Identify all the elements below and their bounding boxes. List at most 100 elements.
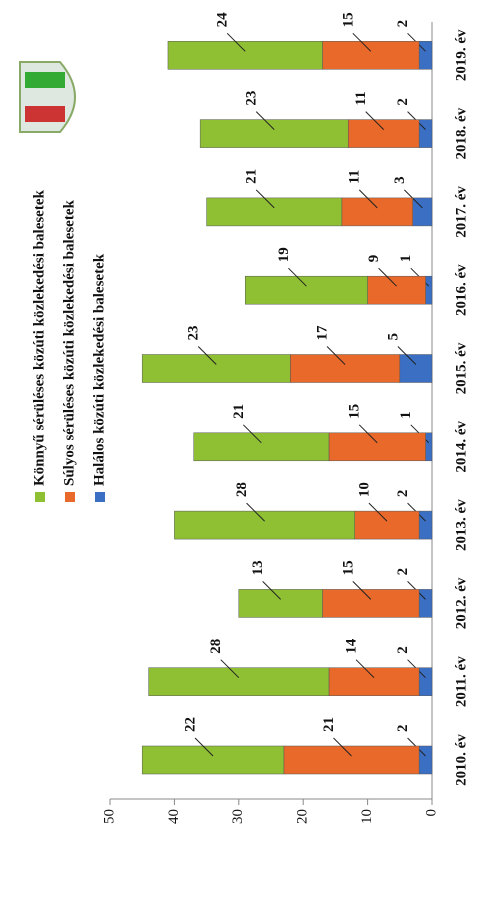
data-label: 22: [182, 717, 198, 732]
bar-segment: [283, 745, 420, 775]
leader-line: [365, 111, 385, 130]
x-tick-label: 2018. év: [453, 107, 469, 159]
x-tick-label: 2013. év: [453, 499, 469, 551]
leader-line: [220, 659, 240, 679]
leader-line: [352, 32, 372, 52]
data-label: 28: [234, 482, 250, 497]
data-label: 28: [208, 639, 224, 654]
data-label: 23: [186, 326, 202, 341]
data-label: 5: [385, 333, 401, 341]
legend-label: Könnyű sérüléses közúti közlekedési bale…: [31, 190, 47, 486]
bar-segment: [167, 41, 323, 70]
data-label: 24: [215, 12, 231, 28]
leader-line: [403, 189, 423, 209]
data-label: 17: [314, 325, 330, 341]
leader-line: [242, 424, 262, 444]
leader-line: [355, 659, 375, 679]
bar-segment: [328, 432, 426, 462]
bar-segment: [322, 589, 420, 618]
bar-segment: [244, 275, 368, 305]
data-label: 14: [343, 638, 359, 654]
x-tick-label: 2012. év: [453, 577, 469, 629]
data-label: 15: [347, 404, 363, 419]
data-label: 21: [244, 169, 260, 184]
x-tick-label: 2010. év: [453, 734, 469, 786]
bar-segment: [148, 667, 330, 696]
legend-swatch: [65, 492, 75, 502]
y-tick-label: 20: [295, 809, 311, 824]
legend-label: Halálos közúti közlekedési balesetek: [91, 253, 107, 486]
data-label: 15: [340, 12, 356, 27]
bar-segment: [341, 197, 413, 227]
data-label: 19: [276, 247, 292, 262]
bar-segment: [418, 119, 433, 148]
x-tick-label: 2011. év: [453, 656, 469, 707]
leader-line: [352, 581, 372, 600]
leader-line: [368, 502, 388, 522]
y-tick-label: 0: [423, 809, 439, 817]
legend-swatch: [35, 492, 45, 502]
bar-segment: [418, 745, 433, 775]
bar-segment: [425, 432, 433, 462]
data-label: 23: [244, 91, 260, 106]
data-label: 2: [395, 490, 411, 498]
x-tick-label: 2014. év: [453, 420, 469, 472]
bar-segment: [418, 667, 433, 696]
leader-line: [326, 346, 346, 365]
bar-segment: [174, 510, 355, 540]
logo: [19, 61, 76, 133]
bar-segment: [141, 354, 291, 383]
leader-line: [358, 424, 378, 444]
bar-segment: [348, 119, 420, 148]
x-tick-label: 2015. év: [453, 342, 469, 394]
y-tick-label: 10: [359, 809, 375, 824]
leader-line: [255, 189, 275, 209]
x-tick-label: 2017. év: [453, 186, 469, 238]
leader-line: [288, 267, 307, 287]
leader-line: [194, 737, 214, 757]
leader-line: [255, 111, 275, 130]
leader-line: [226, 32, 246, 52]
bar-segment: [141, 745, 285, 775]
bar-segment: [328, 667, 420, 696]
bar-segment: [238, 589, 323, 618]
leader-line: [197, 346, 217, 365]
bar-segment: [193, 432, 330, 462]
x-tick-label: 2019. év: [453, 29, 469, 81]
data-label: 15: [340, 560, 356, 575]
data-label: 2: [395, 20, 411, 28]
bar-segment: [418, 589, 433, 618]
bar-segment: [418, 41, 433, 70]
data-label: 2: [395, 98, 411, 106]
data-label: 11: [347, 170, 363, 184]
data-label: 1: [398, 255, 414, 263]
bar-segment: [367, 275, 426, 305]
bar-segment: [206, 197, 343, 227]
y-tick-label: 40: [166, 809, 182, 824]
data-label: 21: [321, 717, 337, 732]
bar-segment: [418, 510, 433, 540]
y-tick-label: 30: [230, 809, 246, 824]
data-label: 9: [366, 255, 382, 263]
leader-line: [262, 581, 282, 600]
bar-segment: [399, 354, 433, 383]
legend-label: Súlyos sérüléses közúti közlekedési bale…: [61, 200, 77, 486]
leader-line: [397, 346, 417, 365]
bar-segment: [412, 197, 433, 227]
y-tick-label: 50: [101, 809, 117, 824]
bar-segment: [290, 354, 401, 383]
data-label: 3: [392, 176, 408, 184]
data-label: 2: [395, 568, 411, 576]
bar-segment: [354, 510, 420, 540]
leader-line: [378, 267, 397, 287]
data-label: 10: [356, 482, 372, 497]
data-label: 21: [231, 404, 247, 419]
x-tick-label: 2016. év: [453, 264, 469, 316]
legend-swatch: [95, 492, 105, 502]
leader-line: [333, 737, 352, 757]
data-label: 13: [250, 560, 266, 575]
data-label: 2: [395, 725, 411, 733]
data-label: 1: [398, 411, 414, 419]
